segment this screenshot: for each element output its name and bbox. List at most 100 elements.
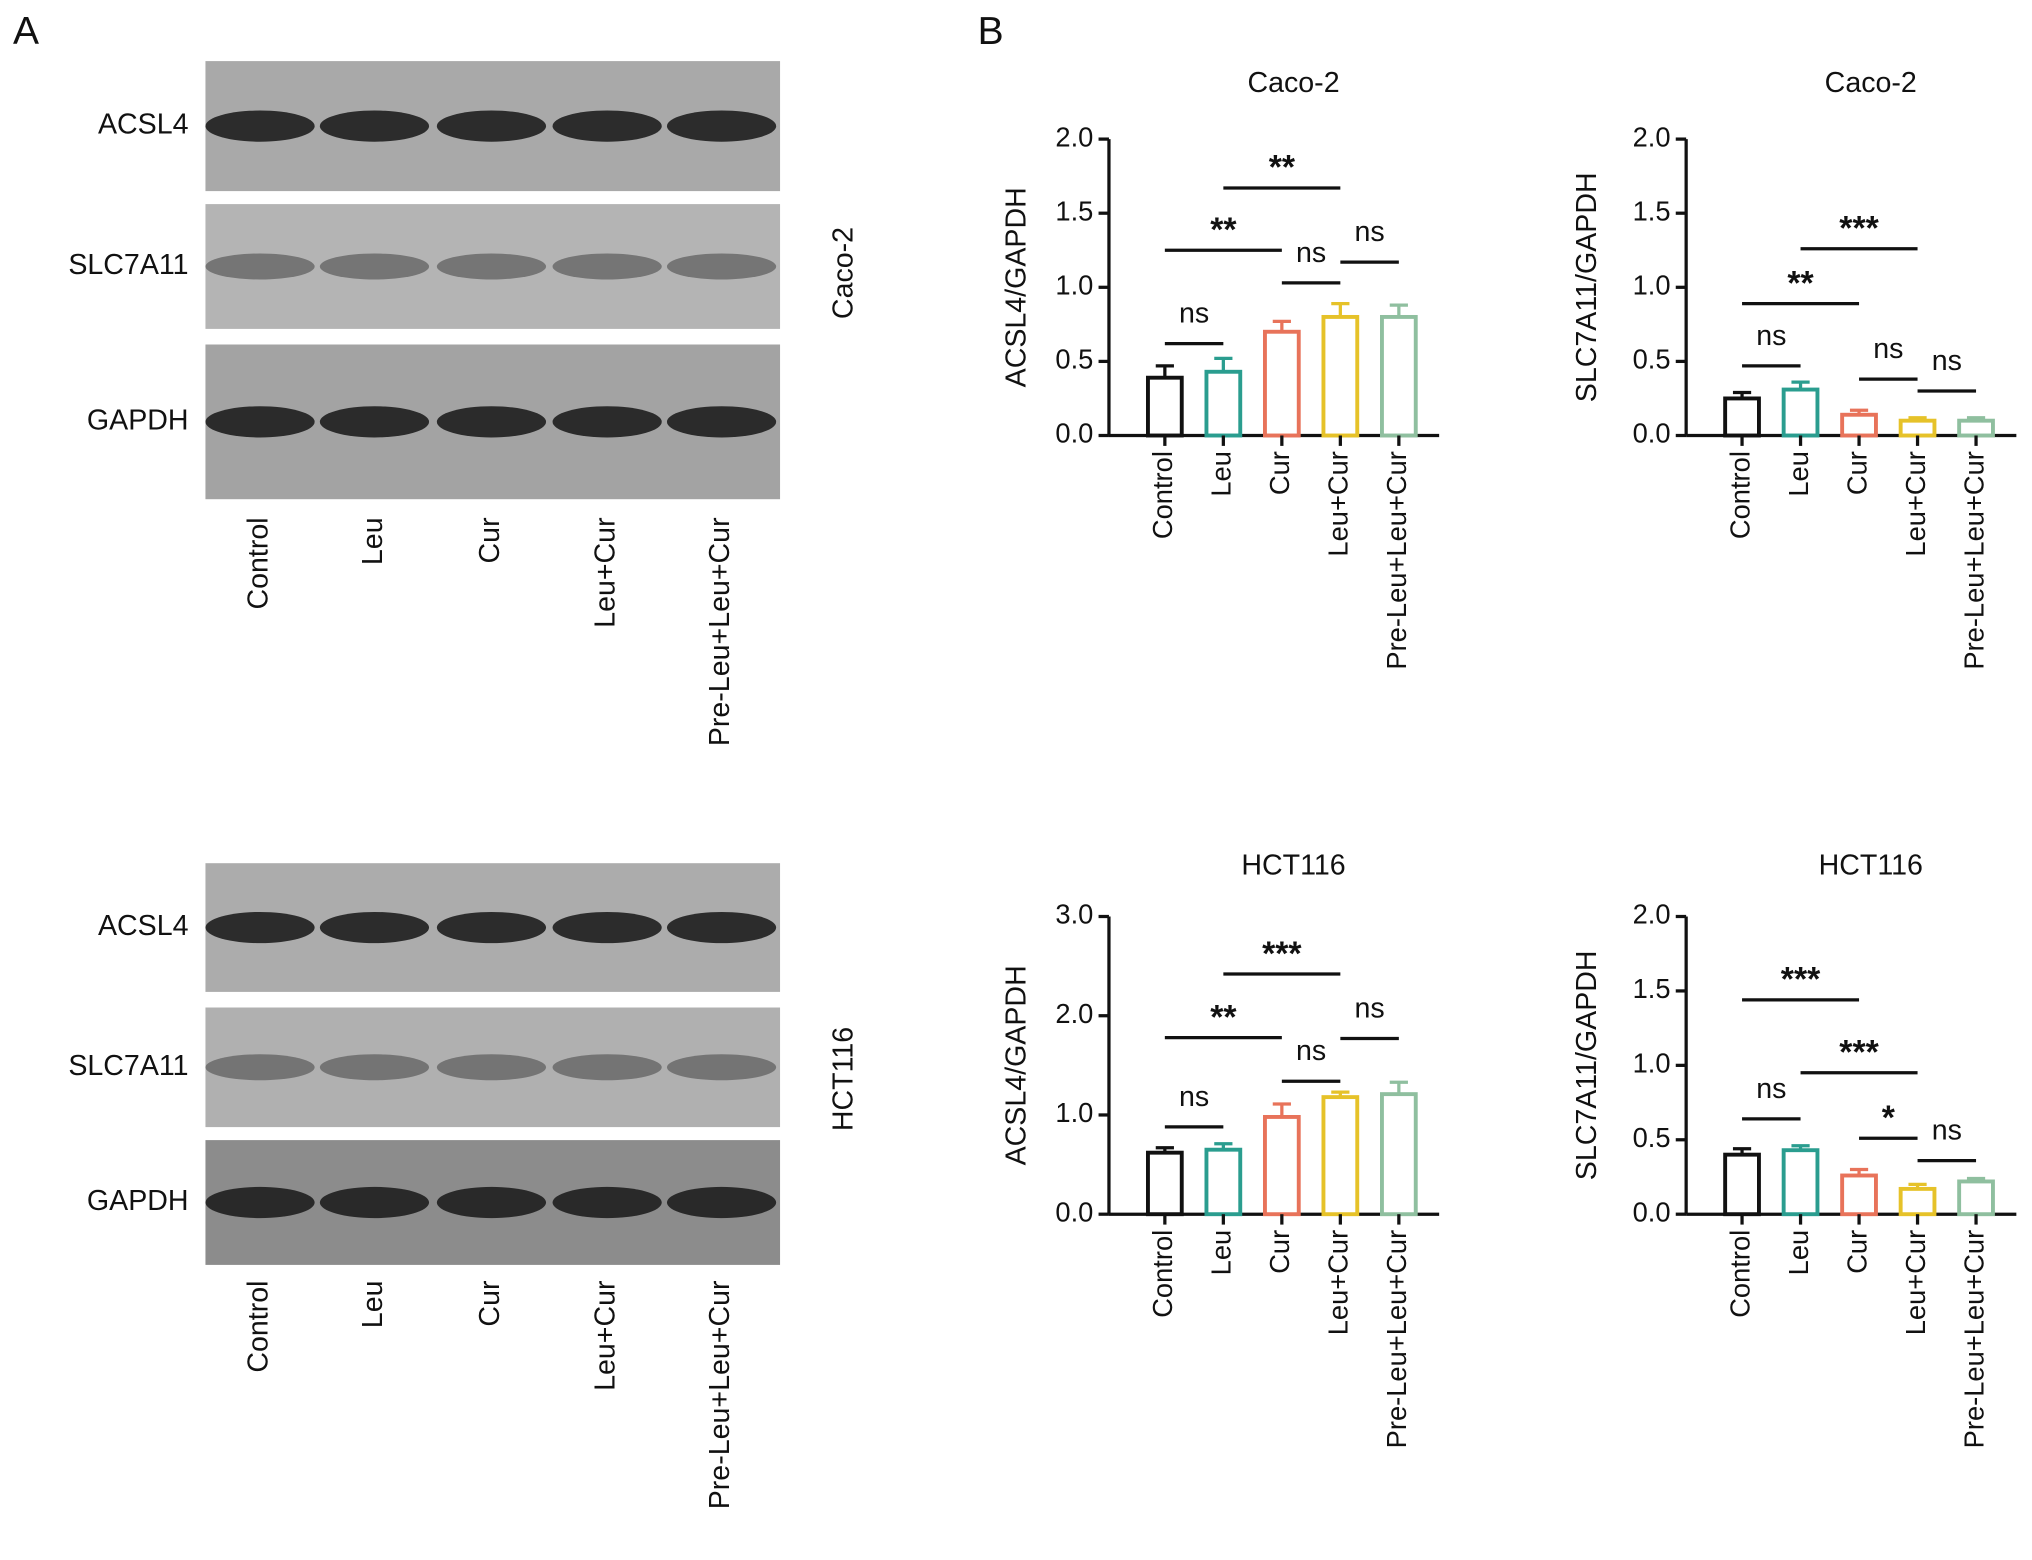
bar	[1957, 418, 1995, 438]
lane-label: Leu+Cur	[590, 517, 622, 628]
panel-label: B	[978, 10, 1004, 53]
bar	[1723, 396, 1761, 438]
bar	[1204, 369, 1243, 438]
significance-label: **	[1210, 211, 1237, 249]
x-tick-label: Cur	[1264, 451, 1295, 495]
cell-line-label: HCT116	[828, 1027, 860, 1131]
lane-label: Cur	[474, 517, 506, 564]
blot-band	[552, 406, 662, 438]
y-tick-label: 3.0	[1055, 899, 1093, 930]
bar	[1321, 1095, 1360, 1217]
y-tick-label: 2.0	[1633, 899, 1671, 930]
x-tick-label: Leu	[1783, 451, 1814, 497]
significance-label: ns	[1179, 298, 1209, 330]
x-tick-label: Leu+Cur	[1900, 451, 1931, 556]
blot-band	[666, 1186, 777, 1219]
blot-band	[319, 406, 430, 438]
lane-label: Pre-Leu+Leu+Cur	[704, 517, 736, 746]
blot-band	[666, 911, 777, 944]
significance-label: ns	[1296, 237, 1326, 269]
significance-label: ns	[1179, 1081, 1209, 1113]
blot-band	[552, 253, 662, 280]
bar	[1380, 314, 1418, 438]
blot-band	[666, 110, 777, 142]
significance-label: ns	[1756, 1073, 1786, 1105]
blot-band	[552, 911, 662, 944]
significance-label: ns	[1355, 216, 1385, 248]
bar	[1263, 329, 1301, 438]
x-tick-label: Pre-Leu+Leu+Cur	[1958, 1230, 1989, 1449]
y-tick-label: 0.0	[1055, 418, 1093, 449]
y-tick-label: 1.0	[1633, 270, 1671, 301]
bar	[1146, 375, 1184, 438]
lane-label: Leu	[357, 1281, 389, 1329]
x-tick-label: Pre-Leu+Leu+Cur	[1381, 1230, 1412, 1449]
x-tick-label: Cur	[1841, 1230, 1872, 1274]
y-axis-label: ACSL4/GAPDH	[1000, 965, 1032, 1165]
y-tick-label: 1.0	[1055, 270, 1093, 301]
blot-band	[666, 1054, 777, 1081]
x-tick-label: Cur	[1841, 451, 1872, 495]
blot-band	[436, 1054, 547, 1081]
significance-label: ***	[1839, 1034, 1879, 1072]
blot-band	[319, 1054, 430, 1081]
bar	[1781, 387, 1820, 438]
bar	[1957, 1179, 1995, 1217]
bar	[1723, 1152, 1761, 1217]
x-tick-label: Control	[1147, 451, 1178, 539]
blot-band	[436, 110, 547, 142]
y-tick-label: 1.0	[1633, 1048, 1671, 1079]
x-tick-label: Leu+Cur	[1900, 1230, 1931, 1335]
x-tick-label: Control	[1147, 1230, 1178, 1318]
significance-label: ns	[1873, 333, 1903, 365]
y-tick-label: 0.5	[1633, 344, 1671, 375]
blot-band	[436, 406, 547, 438]
significance-label: ns	[1355, 993, 1385, 1025]
blot-band	[319, 253, 430, 280]
lane-label: Cur	[474, 1280, 506, 1327]
bar	[1321, 314, 1360, 438]
blot-band	[319, 911, 430, 944]
protein-label: GAPDH	[87, 1185, 189, 1217]
significance-label: ns	[1756, 320, 1786, 352]
x-tick-label: Control	[1724, 1230, 1755, 1318]
bar	[1146, 1150, 1184, 1217]
protein-label: SLC7A11	[68, 249, 188, 281]
x-tick-label: Leu	[1206, 1230, 1237, 1276]
lane-label: Control	[243, 517, 275, 609]
bar	[1204, 1147, 1243, 1217]
panel-label: A	[13, 10, 39, 53]
x-tick-label: Pre-Leu+Leu+Cur	[1381, 451, 1412, 670]
cell-line-label: Caco-2	[828, 227, 860, 319]
y-tick-label: 0.5	[1055, 344, 1093, 375]
blot-band	[205, 110, 315, 142]
bar	[1380, 1092, 1418, 1217]
x-tick-label: Control	[1724, 451, 1755, 539]
bar	[1898, 1186, 1937, 1217]
x-tick-label: Leu+Cur	[1323, 1230, 1354, 1335]
y-tick-label: 1.0	[1055, 1097, 1093, 1128]
bar	[1263, 1115, 1301, 1217]
significance-label: *	[1882, 1099, 1896, 1137]
significance-label: ns	[1932, 345, 1962, 377]
blot-band	[205, 1054, 315, 1081]
x-tick-label: Leu	[1206, 451, 1237, 497]
blot-band	[205, 253, 315, 280]
blot-band	[205, 406, 315, 438]
chart-title: HCT116	[1241, 850, 1345, 882]
bar	[1781, 1148, 1820, 1217]
bar	[1840, 412, 1878, 438]
y-tick-label: 1.5	[1055, 195, 1093, 226]
blot-band	[666, 253, 777, 280]
chart-title: Caco-2	[1247, 67, 1339, 99]
blot-band	[205, 1186, 315, 1219]
significance-label: ns	[1932, 1115, 1962, 1147]
y-tick-label: 0.0	[1633, 418, 1671, 449]
significance-label: ***	[1262, 935, 1302, 973]
y-tick-label: 2.0	[1633, 121, 1671, 152]
y-tick-label: 2.0	[1055, 121, 1093, 152]
blot-band	[552, 1054, 662, 1081]
y-tick-label: 0.5	[1633, 1122, 1671, 1153]
